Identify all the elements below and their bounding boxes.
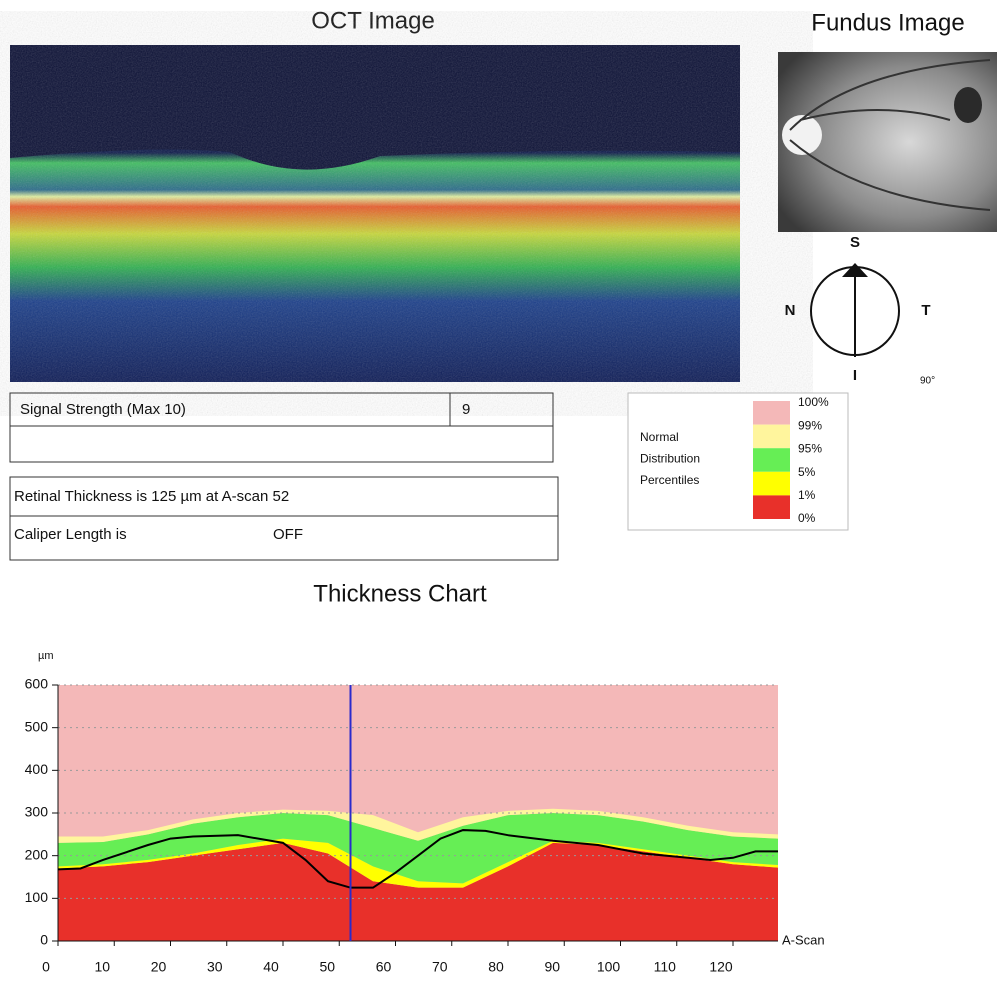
x-tick-label: 60 bbox=[376, 959, 392, 975]
legend-label: 0% bbox=[798, 511, 816, 525]
x-tick-label: 100 bbox=[597, 959, 621, 975]
compass-t: T bbox=[921, 302, 930, 319]
x-tick-label: 120 bbox=[709, 959, 733, 975]
fundus-title: Fundus Image bbox=[811, 9, 964, 36]
y-axis-label: µm bbox=[38, 650, 54, 662]
chart-title: Thickness Chart bbox=[313, 580, 487, 607]
legend-swatch bbox=[753, 472, 790, 496]
caliper-label: Caliper Length is bbox=[14, 526, 127, 543]
oct-speckle bbox=[10, 45, 740, 382]
y-tick-label: 400 bbox=[25, 761, 49, 777]
signal-value: 9 bbox=[462, 401, 470, 418]
compass-n: N bbox=[785, 302, 796, 319]
report: OCT Image Fundus Image S N T I 90° Signa… bbox=[0, 0, 1000, 978]
compass-s: S bbox=[850, 234, 860, 251]
x-tick-label: 90 bbox=[544, 959, 560, 975]
fundus-lesion bbox=[954, 87, 982, 123]
y-tick-label: 200 bbox=[25, 846, 49, 862]
legend-title: Percentiles bbox=[640, 473, 699, 487]
x-tick-label: 20 bbox=[151, 959, 167, 975]
x-tick-label: 80 bbox=[488, 959, 504, 975]
y-tick-label: 100 bbox=[25, 889, 49, 905]
y-tick-label: 600 bbox=[25, 676, 49, 692]
x-tick-label: 30 bbox=[207, 959, 223, 975]
legend-swatch bbox=[753, 425, 790, 449]
legend-label: 5% bbox=[798, 465, 816, 479]
page: OCT Image Fundus Image S N T I 90° Signa… bbox=[0, 0, 1000, 983]
y-tick-label: 300 bbox=[25, 804, 49, 820]
legend-swatch bbox=[753, 495, 790, 519]
compass-i: I bbox=[853, 367, 857, 384]
x-tick-label: 110 bbox=[654, 959, 677, 975]
legend-label: 100% bbox=[798, 395, 829, 409]
legend-label: 1% bbox=[798, 488, 816, 502]
legend-title: Normal bbox=[640, 430, 679, 444]
x-tick-label: 40 bbox=[263, 959, 279, 975]
x-tick-label: 70 bbox=[432, 959, 448, 975]
x-tick-label: 10 bbox=[94, 959, 110, 975]
y-tick-label: 500 bbox=[25, 718, 49, 734]
legend-swatch bbox=[753, 401, 790, 425]
caliper-value: OFF bbox=[273, 526, 303, 543]
x-axis-label: A-Scan bbox=[782, 932, 825, 947]
thickness-text: Retinal Thickness is 125 µm at A-scan 52 bbox=[14, 488, 289, 505]
x-tick-label: 50 bbox=[319, 959, 335, 975]
legend-title: Distribution bbox=[640, 452, 700, 466]
signal-label: Signal Strength (Max 10) bbox=[20, 401, 186, 418]
oct-title: OCT Image bbox=[311, 7, 435, 34]
legend-label: 99% bbox=[798, 418, 822, 432]
legend-label: 95% bbox=[798, 442, 822, 456]
x-tick-label: 0 bbox=[42, 959, 50, 975]
compass-angle: 90° bbox=[920, 376, 935, 387]
y-tick-label: 0 bbox=[40, 932, 48, 948]
legend-swatch bbox=[753, 448, 790, 472]
thickness-chart: 0 100 200 300 400 500 600 0 10 20 30 40 50 60 70 80 90 10… bbox=[25, 650, 825, 975]
